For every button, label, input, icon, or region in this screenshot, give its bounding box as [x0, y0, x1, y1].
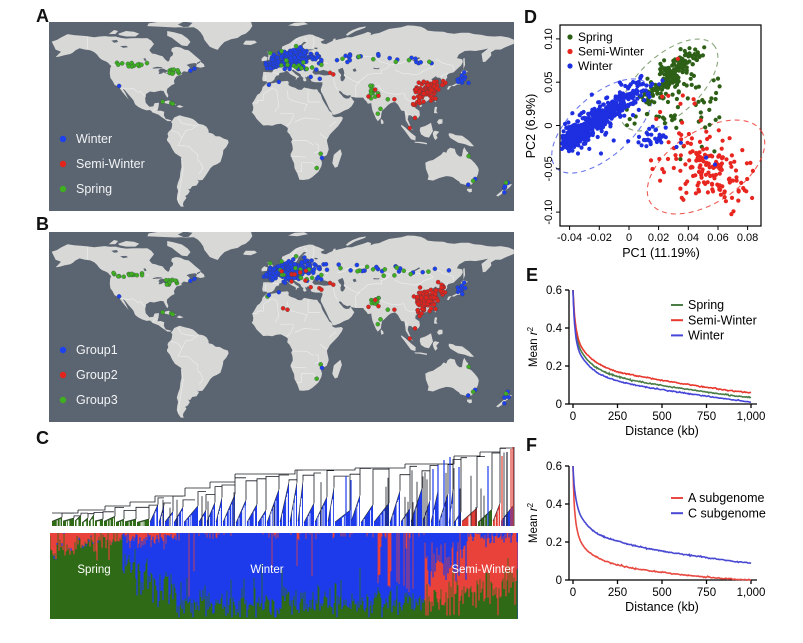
- svg-text:-0.02: -0.02: [587, 232, 612, 244]
- svg-text:0: 0: [556, 399, 562, 411]
- svg-text:Semi-Winter: Semi-Winter: [578, 45, 644, 59]
- svg-text:0: 0: [556, 575, 562, 587]
- svg-text:250: 250: [608, 587, 627, 599]
- svg-text:0.04: 0.04: [678, 232, 699, 244]
- svg-text:Group1: Group1: [76, 343, 118, 357]
- svg-text:Winter: Winter: [76, 132, 112, 146]
- svg-text:0.6: 0.6: [546, 461, 562, 473]
- svg-text:Semi-Winter: Semi-Winter: [76, 157, 145, 171]
- svg-text:Winter: Winter: [688, 329, 724, 343]
- svg-text:0: 0: [570, 587, 576, 599]
- svg-text:0: 0: [543, 122, 555, 128]
- svg-text:Mean r2: Mean r2: [526, 326, 540, 367]
- svg-text:Spring: Spring: [578, 30, 613, 44]
- svg-text:0: 0: [570, 411, 576, 423]
- svg-text:500: 500: [652, 411, 671, 423]
- svg-text:Semi-Winter: Semi-Winter: [451, 564, 514, 576]
- svg-text:Spring: Spring: [76, 182, 112, 196]
- svg-text:250: 250: [608, 411, 627, 423]
- svg-text:Mean r2: Mean r2: [526, 502, 540, 543]
- svg-text:0.06: 0.06: [707, 232, 728, 244]
- svg-text:PC1 (11.19%): PC1 (11.19%): [622, 246, 700, 260]
- svg-text:Group3: Group3: [76, 393, 118, 407]
- svg-text:A subgenome: A subgenome: [688, 491, 764, 505]
- svg-text:0.05: 0.05: [543, 71, 555, 92]
- svg-text:0.2: 0.2: [546, 361, 562, 373]
- svg-text:0.6: 0.6: [546, 285, 562, 297]
- svg-text:0.2: 0.2: [546, 537, 562, 549]
- svg-text:Semi-Winter: Semi-Winter: [688, 313, 757, 327]
- svg-text:500: 500: [652, 587, 671, 599]
- svg-text:750: 750: [697, 411, 716, 423]
- svg-text:0.08: 0.08: [737, 232, 758, 244]
- svg-text:Distance (kb): Distance (kb): [625, 424, 699, 438]
- svg-text:0.02: 0.02: [648, 232, 669, 244]
- svg-text:PC2 (6.9%): PC2 (6.9%): [524, 94, 538, 159]
- svg-text:Spring: Spring: [77, 564, 110, 576]
- svg-text:750: 750: [697, 587, 716, 599]
- svg-text:0: 0: [626, 232, 632, 244]
- svg-text:0.4: 0.4: [546, 499, 563, 511]
- svg-text:Winter: Winter: [578, 59, 613, 73]
- svg-text:C subgenome: C subgenome: [688, 506, 766, 520]
- svg-text:Winter: Winter: [250, 564, 283, 576]
- svg-text:-0.10: -0.10: [543, 200, 555, 225]
- svg-text:-0.05: -0.05: [543, 156, 555, 181]
- svg-text:-0.04: -0.04: [557, 232, 582, 244]
- svg-text:1,000: 1,000: [737, 411, 766, 423]
- svg-text:1,000: 1,000: [737, 587, 766, 599]
- svg-text:Spring: Spring: [688, 298, 724, 312]
- svg-text:Group2: Group2: [76, 368, 118, 382]
- svg-text:0.4: 0.4: [546, 323, 563, 335]
- svg-text:0.10: 0.10: [543, 28, 555, 49]
- svg-text:Distance (kb): Distance (kb): [625, 600, 699, 614]
